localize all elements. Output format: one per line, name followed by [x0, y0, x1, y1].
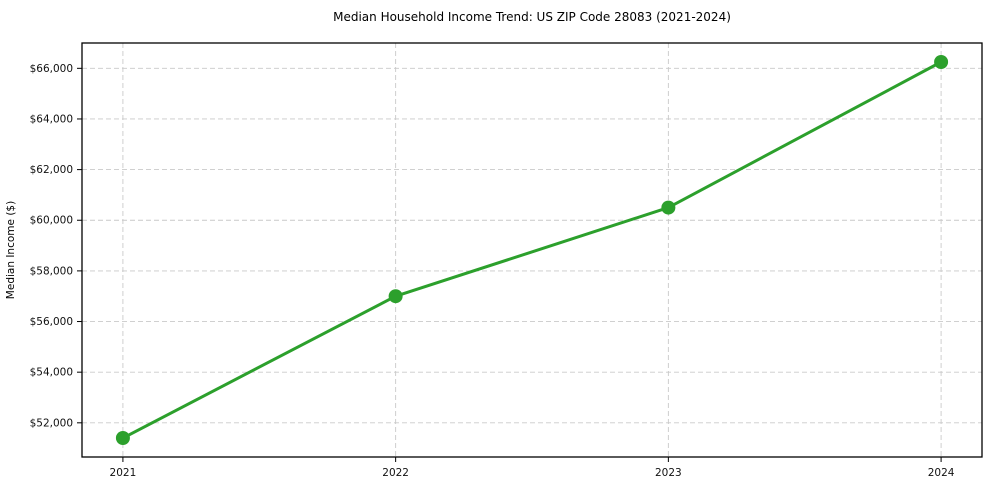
- y-tick-label: $64,000: [30, 113, 73, 125]
- y-tick-label: $62,000: [30, 164, 73, 176]
- plot-border: [81, 42, 983, 458]
- income-trend-line: [121, 60, 943, 440]
- x-tick-label: 2022: [382, 467, 409, 479]
- data-point-marker: [388, 289, 403, 304]
- y-tick-label: $58,000: [30, 265, 73, 277]
- x-tick-label: 2023: [655, 467, 682, 479]
- y-tick-label: $56,000: [30, 316, 73, 328]
- y-tick-label: $54,000: [30, 367, 73, 379]
- data-point-marker: [934, 54, 949, 69]
- y-tick-label: $60,000: [30, 215, 73, 227]
- x-tick-label: 2024: [928, 467, 955, 479]
- y-tick-label: $66,000: [30, 63, 73, 75]
- chart-title: Median Household Income Trend: US ZIP Co…: [333, 10, 731, 24]
- y-axis-label: Median Income ($): [5, 201, 17, 299]
- y-tick-label: $52,000: [30, 417, 73, 429]
- data-point-marker: [661, 200, 676, 215]
- data-point-marker: [115, 431, 130, 446]
- x-tick-label: 2021: [110, 467, 137, 479]
